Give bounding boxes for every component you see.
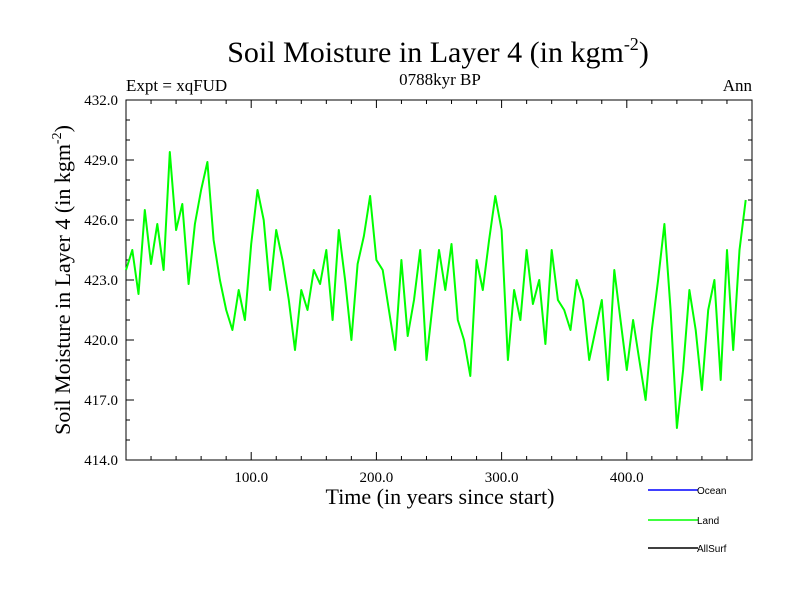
x-tick-label: 200.0	[360, 470, 394, 486]
y-tick-label: 420.0	[84, 333, 118, 349]
x-tick-label: 300.0	[485, 470, 519, 486]
legend-label-allsurf: AllSurf	[697, 544, 727, 555]
y-axis-superscript: -2	[50, 132, 65, 144]
land-series-line	[125, 151, 747, 429]
x-tick-label: 400.0	[610, 470, 644, 486]
chart-subtitle: 0788kyr BP	[399, 70, 481, 89]
y-tick-label: 426.0	[84, 213, 118, 229]
x-tick-label: 100.0	[234, 470, 268, 486]
y-axis-close: )	[50, 125, 75, 132]
chart-title: Soil Moisture in Layer 4 (in kgm-2)	[227, 34, 649, 69]
title-superscript: -2	[624, 34, 639, 54]
legend: Ocean Land AllSurf	[648, 486, 727, 555]
x-axis: 100.0 200.0 300.0 400.0	[150, 100, 728, 486]
legend-label-ocean: Ocean	[697, 486, 726, 497]
title-close: )	[639, 36, 649, 69]
season-label: Ann	[723, 76, 753, 95]
x-axis-label: Time (in years since start)	[326, 484, 555, 509]
y-tick-label: 414.0	[84, 453, 118, 469]
legend-label-land: Land	[697, 516, 719, 527]
y-tick-label: 432.0	[84, 93, 118, 109]
y-axis-label: Soil Moisture in Layer 4 (in kgm-2)	[50, 125, 75, 435]
experiment-label: Expt = xqFUD	[126, 76, 227, 95]
y-axis: 414.0 417.0 420.0 423.0 426.0 429.0 432.0	[84, 93, 752, 469]
y-tick-label: 417.0	[84, 393, 118, 409]
y-tick-label: 423.0	[84, 273, 118, 289]
y-tick-label: 429.0	[84, 153, 118, 169]
